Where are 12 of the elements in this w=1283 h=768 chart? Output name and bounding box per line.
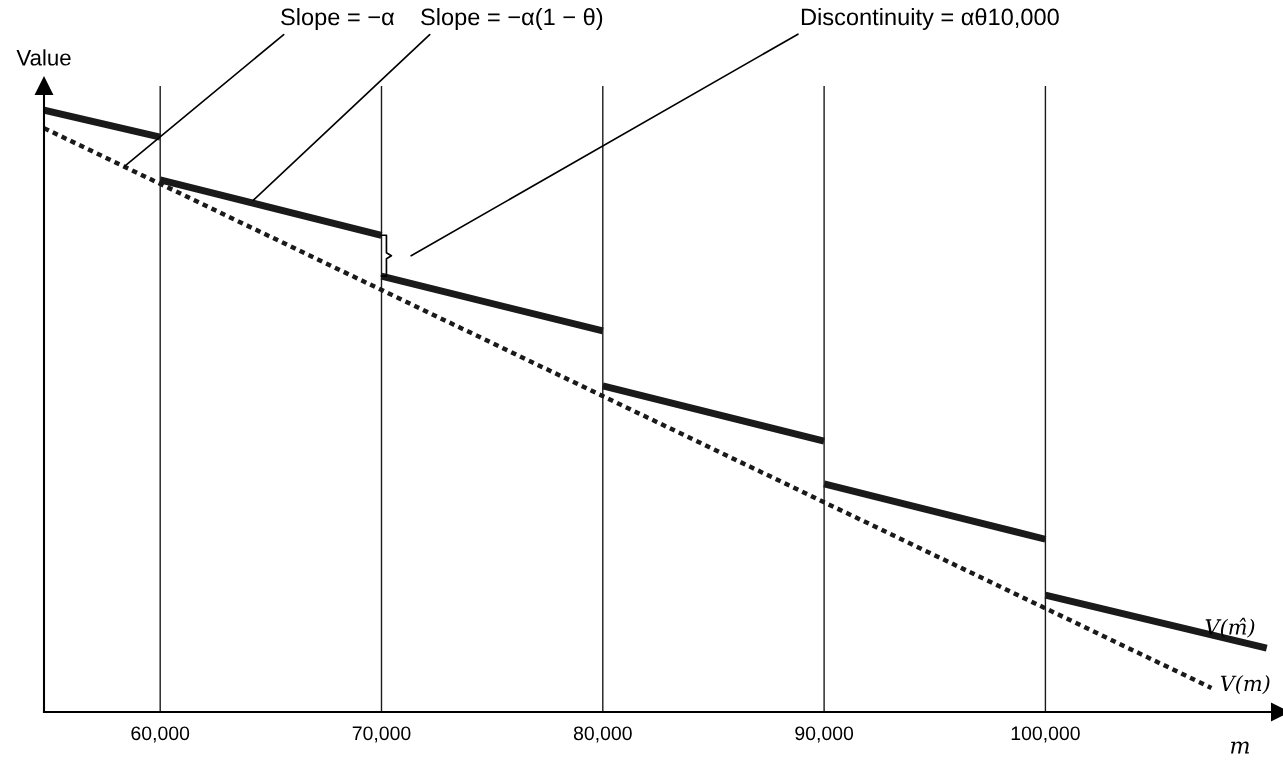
x-tick-label: 100,000 [1011,726,1080,743]
annotation: Slope = −α [281,7,395,30]
x-tick-label: 70,000 [352,726,411,743]
x-axis-title: m [1231,741,1249,754]
series-label: V(m) [1220,675,1270,695]
series-label: V(m̂) [1205,617,1255,638]
x-tick-label: 80,000 [573,726,632,743]
y-axis-title: Value [16,49,71,66]
x-tick-label: 90,000 [795,726,854,743]
text: Discontinuity = αθ10,000 [801,7,1059,30]
x-tick-label: 60,000 [131,726,190,743]
annotation: Slope = −α(1 − θ) [421,7,603,30]
